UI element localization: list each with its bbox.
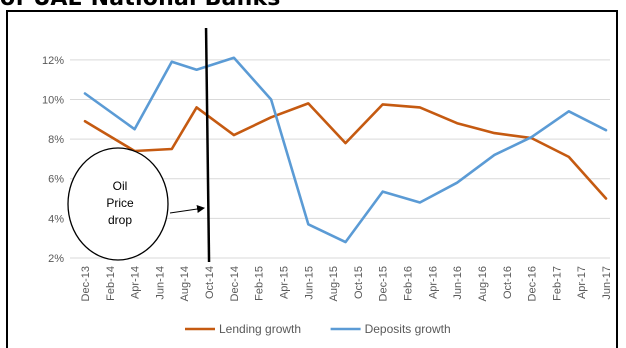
x-tick-label: Jun-14: [154, 266, 166, 300]
x-tick-label: Oct-16: [502, 266, 514, 299]
y-tick-label: 4%: [48, 213, 64, 225]
event-label-line: Oil: [113, 179, 128, 193]
x-tick-label: Oct-15: [353, 266, 365, 299]
x-tick-label: Feb-15: [254, 266, 266, 301]
x-tick-label: Dec-13: [80, 266, 92, 301]
y-tick-label: 12%: [42, 55, 64, 67]
series-line-lending-growth: [83, 102, 608, 200]
y-tick-label: 6%: [48, 174, 64, 186]
chart-title: of UAE National Banks: [0, 0, 281, 11]
legend-label: Lending growth: [219, 322, 301, 336]
legend-label: Deposits growth: [365, 322, 451, 336]
x-tick-label: Oct-14: [204, 266, 216, 299]
x-tick-label: Dec-16: [527, 266, 539, 301]
series-lines: [83, 56, 608, 244]
x-tick-label: Aug-14: [179, 266, 191, 301]
x-tick-label: Aug-15: [328, 266, 340, 301]
annotation-group: Oil Price drop: [67, 27, 211, 263]
x-tick-label: Apr-16: [427, 266, 439, 299]
x-tick-label: Feb-17: [551, 266, 563, 301]
event-line: [204, 27, 211, 263]
x-tick-label: Jun-16: [452, 266, 464, 300]
x-tick-label: Apr-17: [576, 266, 588, 299]
legend: Lending growth Deposits growth: [185, 322, 451, 336]
event-arrow: [169, 205, 206, 214]
x-tick-label: Dec-14: [229, 266, 241, 301]
x-tick-label: Aug-16: [477, 266, 489, 301]
x-tick-label: Jun-17: [601, 266, 613, 300]
x-tick-label: Dec-15: [378, 266, 390, 301]
x-tick-label: Feb-16: [403, 266, 415, 301]
x-tick-label: Feb-14: [105, 266, 117, 301]
event-label-line: Price: [106, 196, 134, 210]
x-tick-label: Apr-15: [278, 266, 290, 299]
chart-frame: [6, 10, 618, 348]
x-axis-ticks: Dec-13 Feb-14 Apr-14 Jun-14 Aug-14 Oct-14 Dec-…: [80, 266, 613, 301]
y-tick-label: 8%: [48, 134, 64, 146]
y-tick-label: 10%: [42, 94, 64, 106]
x-tick-label: Jun-15: [303, 266, 315, 300]
y-tick-label: 2%: [48, 253, 64, 265]
event-label-line: drop: [108, 213, 132, 227]
y-axis-ticks: 2% 4% 6% 8% 10% 12%: [42, 55, 64, 265]
x-tick-label: Apr-14: [130, 266, 142, 299]
series-line-deposits-growth: [83, 56, 608, 244]
event-ellipse: [67, 147, 169, 261]
